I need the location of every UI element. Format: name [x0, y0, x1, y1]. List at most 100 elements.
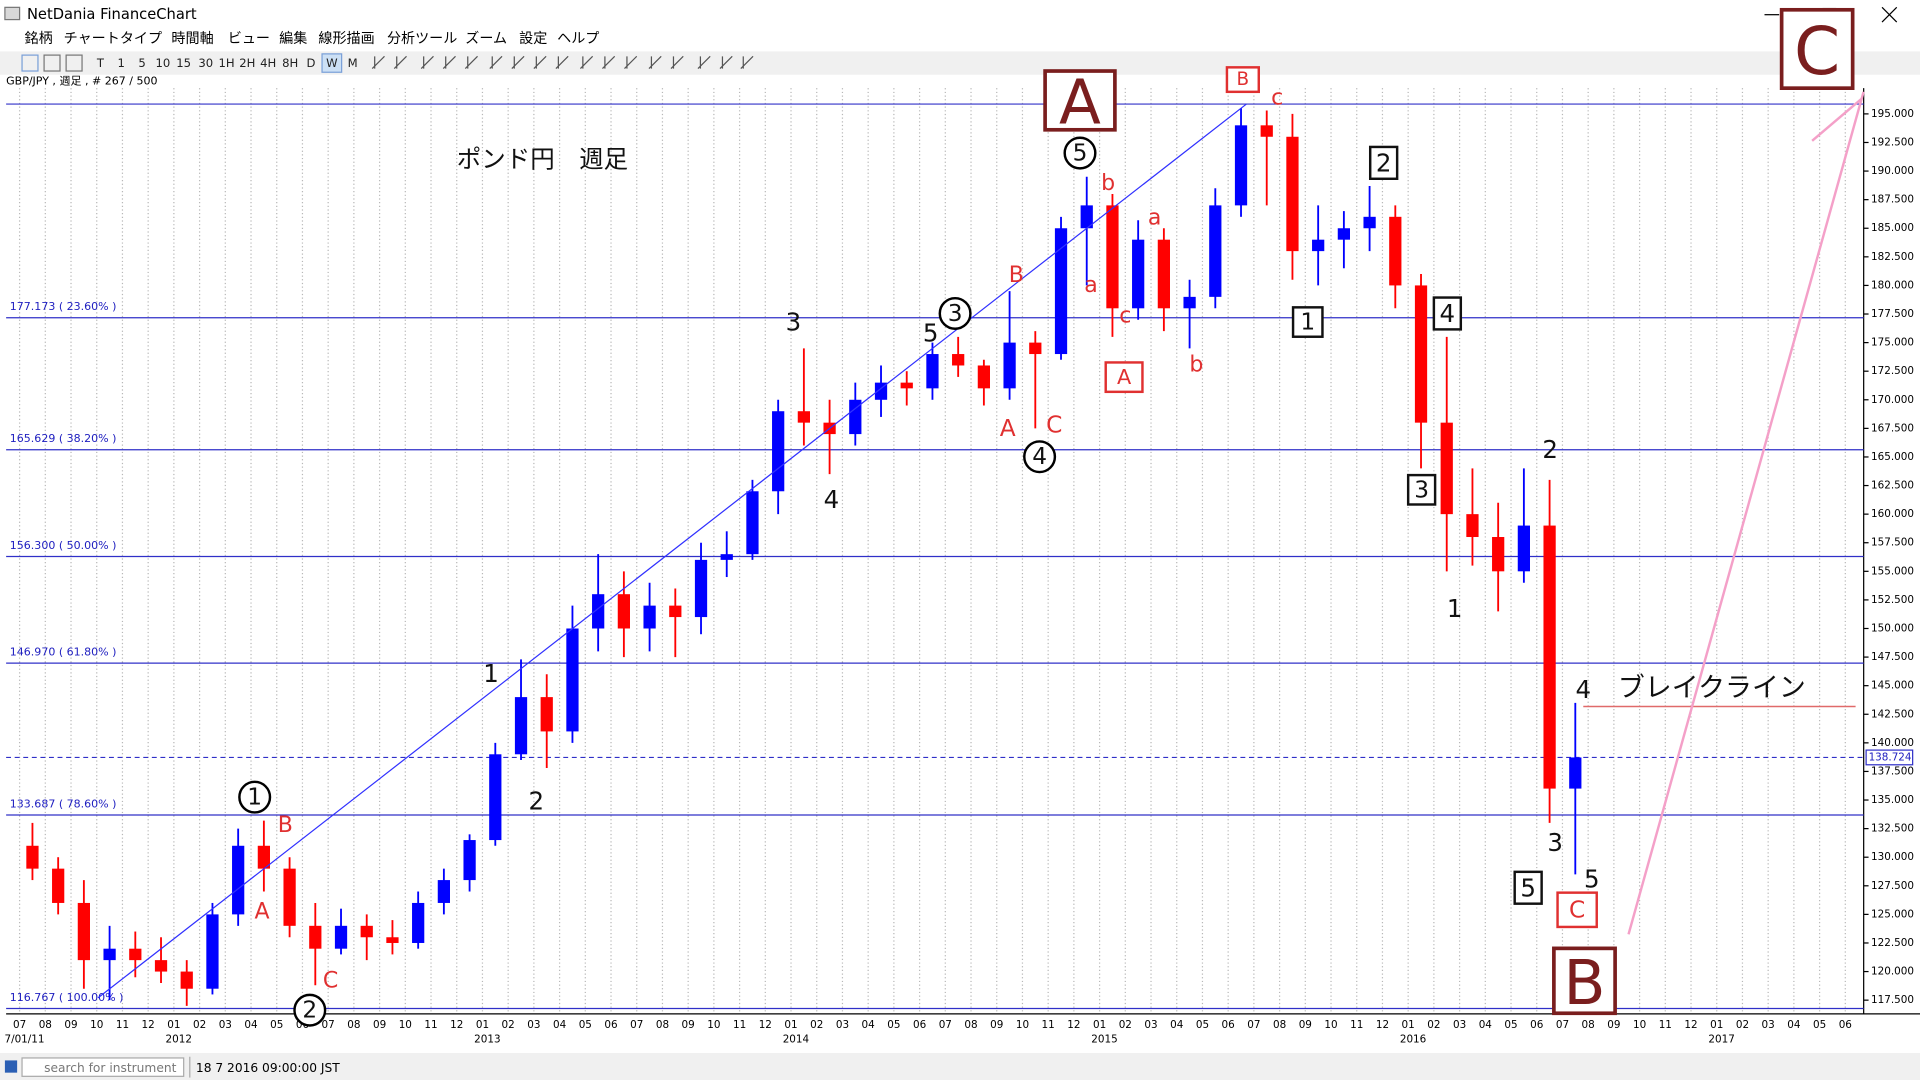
toolbar-icon[interactable] — [442, 55, 456, 70]
candle-body — [1209, 205, 1222, 297]
y-tick-label: 195.000 — [1871, 108, 1914, 120]
toolbar-button[interactable]: 1H — [218, 56, 234, 70]
toolbar-icon[interactable] — [420, 55, 434, 70]
wave-label: 4 — [824, 485, 840, 514]
wave-label: c — [1271, 85, 1283, 110]
menu-item[interactable]: チャートタイプ — [64, 31, 162, 47]
menu-item[interactable]: 銘柄 — [24, 31, 52, 47]
x-tick-label: 01 — [1710, 1019, 1723, 1031]
menu-item[interactable]: ヘルプ — [557, 31, 599, 47]
candle-body — [1543, 525, 1556, 789]
toolbar-icon[interactable] — [648, 55, 662, 70]
toolbar-button[interactable]: M — [348, 56, 358, 70]
menu-item[interactable]: 編集 — [279, 30, 307, 47]
toolbar-icon[interactable] — [602, 55, 616, 70]
toolbar-button[interactable]: D — [307, 56, 316, 70]
y-tick-label: 147.500 — [1871, 651, 1914, 663]
menu-item[interactable]: ズーム — [465, 31, 507, 47]
y-tick-label: 167.500 — [1871, 422, 1914, 434]
trendline — [97, 103, 1247, 999]
toolbar-button[interactable]: 30 — [198, 56, 213, 70]
x-tick-label: 02 — [193, 1019, 206, 1031]
candle-body — [1337, 228, 1350, 240]
status-timestamp: 18 7 2016 09:00:00 JST — [196, 1061, 340, 1075]
candle-body — [1440, 422, 1453, 515]
toolbar-icon[interactable] — [43, 54, 61, 72]
x-tick-label: 07 — [939, 1019, 952, 1031]
toolbar-icon[interactable] — [579, 55, 594, 70]
menu-item[interactable]: 時間軸 — [171, 31, 213, 47]
fib-label: 165.629 ( 38.20% ) — [10, 432, 117, 445]
toolbar-icon[interactable] — [464, 55, 478, 70]
x-year-label: 2012 — [166, 1034, 192, 1046]
candle-body — [206, 914, 219, 989]
toolbar-icon[interactable] — [740, 55, 754, 70]
x-tick-label: 04 — [1479, 1019, 1493, 1031]
x-tick-label: 07 — [13, 1019, 26, 1031]
x-tick-label: 07 — [322, 1019, 335, 1031]
menu-item[interactable]: 線形描画 — [318, 31, 374, 47]
y-tick-label: 127.500 — [1871, 880, 1914, 892]
candle-body — [592, 594, 605, 629]
toolbar-icon[interactable] — [624, 55, 638, 70]
candle-body — [797, 411, 810, 423]
wave-box — [1432, 296, 1463, 331]
y-tick-label: 187.500 — [1871, 194, 1914, 206]
x-tick-label: 12 — [1684, 1019, 1697, 1031]
toolbar-icon[interactable] — [65, 54, 83, 72]
close-button[interactable] — [1881, 6, 1898, 23]
candle-body — [103, 948, 116, 961]
toolbar-icon[interactable] — [489, 55, 503, 70]
x-tick-label: 11 — [733, 1019, 746, 1031]
toolbar-icon[interactable] — [21, 54, 39, 72]
toolbar-button[interactable]: 10 — [155, 56, 170, 70]
x-tick-label: 03 — [219, 1019, 232, 1031]
toolbar-button[interactable]: 8H — [282, 56, 298, 70]
menu-item[interactable]: 設定 — [519, 31, 547, 47]
candle-body — [180, 971, 193, 989]
y-tick-label: 157.500 — [1871, 537, 1914, 549]
candle-body — [1080, 205, 1093, 229]
search-box[interactable] — [21, 1057, 185, 1077]
y-tick-label: 120.000 — [1871, 966, 1914, 978]
toolbar-icon[interactable] — [697, 55, 711, 70]
menu-item[interactable]: 分析ツール — [387, 31, 457, 47]
y-tick-label: 180.000 — [1871, 279, 1914, 291]
x-tick-label: 07 — [1247, 1019, 1260, 1031]
wave-label: B — [1563, 948, 1605, 1019]
toolbar-button[interactable]: W — [326, 56, 338, 70]
toolbar-button[interactable]: 15 — [176, 56, 191, 70]
candle-body — [566, 628, 579, 732]
wave-label: a — [1148, 205, 1162, 230]
candle-body — [1466, 514, 1479, 538]
status-bar — [0, 1053, 1920, 1080]
toolbar-icon[interactable] — [719, 55, 733, 70]
wave-box — [1368, 145, 1399, 180]
toolbar-button[interactable]: 4H — [260, 56, 276, 70]
menu-item[interactable]: ビュー — [228, 31, 270, 47]
wave-label: 4 — [1032, 443, 1047, 470]
toolbar-button[interactable]: 5 — [138, 56, 145, 70]
app-icon — [4, 6, 21, 21]
toolbar-icon[interactable] — [670, 55, 684, 70]
wave-box — [1779, 7, 1855, 90]
toolbar-icon[interactable] — [371, 55, 385, 70]
fib-label: 156.300 ( 50.00% ) — [10, 539, 117, 552]
candle-body — [360, 925, 373, 938]
x-tick-label: 12 — [1376, 1019, 1389, 1031]
toolbar-button[interactable]: 2H — [239, 56, 255, 70]
candle-body — [643, 605, 656, 629]
toolbar-button[interactable]: 1 — [118, 56, 125, 70]
wave-label: 5 — [923, 319, 939, 348]
toolbar-icon[interactable] — [511, 55, 525, 70]
toolbar-button[interactable]: T — [96, 56, 105, 70]
candle-body — [1054, 228, 1068, 355]
toolbar-icon[interactable] — [393, 55, 407, 70]
toolbar-icon[interactable] — [555, 55, 569, 70]
wave-label: C — [1794, 13, 1840, 90]
toolbar-icon[interactable] — [533, 55, 547, 70]
y-tick-label: 185.000 — [1871, 222, 1914, 234]
x-tick-label: 02 — [502, 1019, 515, 1031]
x-tick-label: 05 — [1196, 1019, 1209, 1031]
